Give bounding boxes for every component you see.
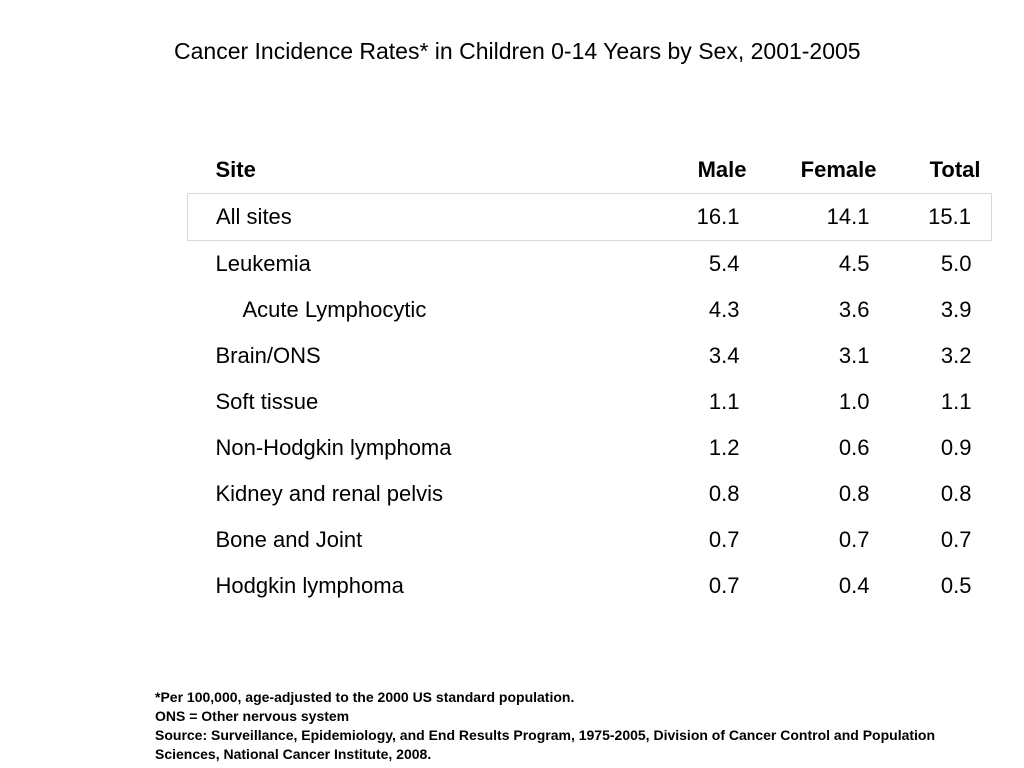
site-cell: Bone and Joint: [215, 527, 363, 552]
header-total: Total: [929, 157, 981, 182]
table-row: Brain/ONS 3.4 3.1 3.2: [188, 333, 992, 379]
table-row: Leukemia 5.4 4.5 5.0: [188, 241, 992, 288]
header-male: Male: [697, 157, 747, 182]
male-cell: 1.1: [708, 389, 740, 414]
female-cell: 0.7: [838, 527, 870, 552]
site-cell: Hodgkin lymphoma: [215, 573, 404, 598]
footnotes: *Per 100,000, age-adjusted to the 2000 U…: [155, 688, 975, 764]
total-cell: 1.1: [940, 389, 972, 414]
site-cell: Brain/ONS: [215, 343, 321, 368]
female-cell: 3.6: [838, 297, 870, 322]
incidence-table: Site Male Female Total All sites 16.1 14…: [187, 147, 992, 609]
male-cell: 5.4: [708, 251, 740, 276]
page-title: Cancer Incidence Rates* in Children 0-14…: [174, 38, 861, 64]
site-cell: All sites: [187, 193, 640, 241]
table-row: Kidney and renal pelvis 0.8 0.8 0.8: [188, 471, 992, 517]
total-cell: 0.5: [940, 573, 972, 598]
footnote-ons-definition: ONS = Other nervous system: [155, 708, 350, 724]
table-header-row: Site Male Female Total: [188, 147, 992, 194]
male-cell: 3.4: [708, 343, 740, 368]
total-cell: 0.9: [940, 435, 972, 460]
site-cell: Kidney and renal pelvis: [215, 481, 443, 506]
header-female: Female: [800, 157, 877, 182]
table-row: Bone and Joint 0.7 0.7 0.7: [188, 517, 992, 563]
total-cell: 3.9: [940, 297, 972, 322]
site-cell: Leukemia: [215, 251, 311, 276]
incidence-table-container: Site Male Female Total All sites 16.1 14…: [187, 147, 992, 609]
table-row: Soft tissue 1.1 1.0 1.1: [188, 379, 992, 425]
total-cell: 0.8: [940, 481, 972, 506]
table-row: Hodgkin lymphoma 0.7 0.4 0.5: [188, 563, 992, 609]
site-cell: Acute Lymphocytic: [242, 297, 427, 322]
footnote-source: Source: Surveillance, Epidemiology, and …: [155, 727, 936, 762]
site-cell: Non-Hodgkin lymphoma: [215, 435, 452, 460]
female-cell: 0.4: [838, 573, 870, 598]
total-cell: 15.1: [878, 193, 992, 241]
male-cell: 0.8: [708, 481, 740, 506]
footnote-per-100000: *Per 100,000, age-adjusted to the 2000 U…: [155, 689, 575, 705]
male-cell: 16.1: [639, 193, 760, 241]
header-site: Site: [215, 157, 256, 182]
female-cell: 4.5: [838, 251, 870, 276]
female-cell: 3.1: [838, 343, 870, 368]
total-cell: 3.2: [940, 343, 972, 368]
table-row: Acute Lymphocytic 4.3 3.6 3.9: [188, 287, 992, 333]
male-cell: 1.2: [708, 435, 740, 460]
total-cell: 5.0: [940, 251, 972, 276]
male-cell: 4.3: [708, 297, 740, 322]
male-cell: 0.7: [708, 573, 740, 598]
female-cell: 0.6: [838, 435, 870, 460]
table-row: Non-Hodgkin lymphoma 1.2 0.6 0.9: [188, 425, 992, 471]
total-cell: 0.7: [940, 527, 972, 552]
female-cell: 14.1: [759, 193, 879, 241]
male-cell: 0.7: [708, 527, 740, 552]
table-row: All sites 16.1 14.1 15.1: [187, 193, 992, 241]
female-cell: 1.0: [838, 389, 870, 414]
female-cell: 0.8: [838, 481, 870, 506]
site-cell: Soft tissue: [215, 389, 319, 414]
